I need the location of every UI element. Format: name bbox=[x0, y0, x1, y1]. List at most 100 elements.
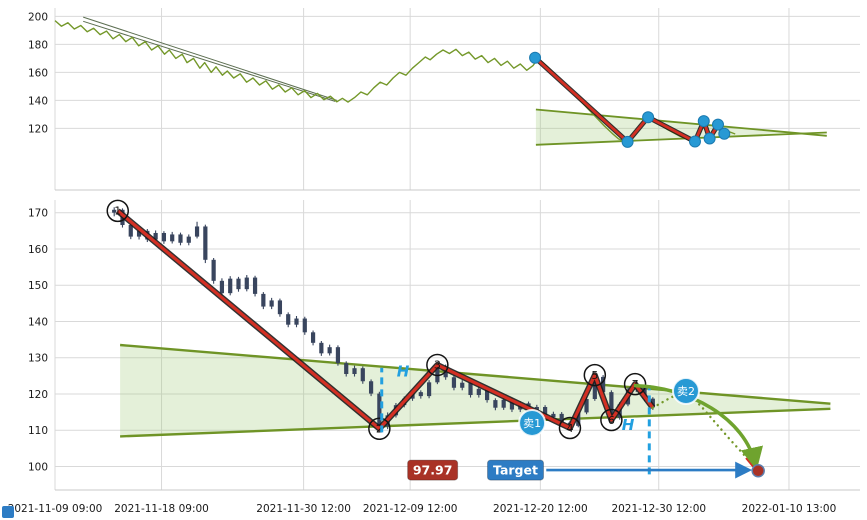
overview-pivot-dot[interactable] bbox=[718, 127, 731, 140]
y-axis-tick-label: 180 bbox=[28, 39, 48, 51]
overview-wedge-upper-trendline[interactable] bbox=[535, 108, 827, 137]
candle-body bbox=[319, 342, 324, 354]
target-label-text: Target bbox=[493, 462, 538, 477]
pivot-circle[interactable] bbox=[558, 416, 582, 440]
pivot-number: 4 bbox=[566, 422, 573, 435]
y-axis-tick-label: 200 bbox=[28, 11, 48, 23]
candle-body bbox=[584, 399, 589, 413]
x-axis-tick-label: 2021-12-20 12:00 bbox=[493, 503, 588, 515]
pivot-circle[interactable] bbox=[368, 417, 391, 440]
sell-signal-text: 卖1 bbox=[523, 417, 541, 430]
candle-body bbox=[269, 300, 274, 307]
pivot-number: 2 bbox=[376, 423, 383, 436]
target-label-box[interactable] bbox=[487, 459, 545, 481]
grid-layer: 2021-11-09 09:00 2021-11-18 09:00 2021-11-… bbox=[8, 8, 860, 515]
candle-body bbox=[244, 277, 249, 290]
candle-body bbox=[286, 314, 291, 325]
candle-body bbox=[501, 399, 506, 408]
candle-body bbox=[418, 392, 423, 397]
target-point-dot[interactable] bbox=[751, 464, 765, 478]
overview-pivot-dot[interactable] bbox=[642, 111, 655, 124]
overview-trend-channel-line[interactable] bbox=[83, 20, 336, 102]
candle-body bbox=[186, 236, 191, 243]
pivot-marker[interactable]: 2 bbox=[368, 417, 391, 440]
pivot-circle[interactable] bbox=[106, 199, 129, 223]
pivot-circle[interactable] bbox=[623, 372, 647, 396]
candle-body bbox=[128, 225, 133, 237]
candle-body bbox=[609, 392, 614, 418]
y-axis-tick-label: 140 bbox=[28, 316, 48, 328]
y-axis-tick-label: 140 bbox=[28, 95, 48, 107]
candle-body bbox=[112, 209, 117, 213]
pivot-number: 5 bbox=[591, 369, 598, 382]
candle-body bbox=[551, 413, 556, 418]
y-axis-tick-label: 150 bbox=[28, 280, 48, 292]
pivot-marker[interactable]: 4 bbox=[558, 416, 582, 440]
sell-signal-circle[interactable] bbox=[671, 377, 700, 406]
candle-body bbox=[170, 234, 175, 242]
target-price-label[interactable]: 97.97 bbox=[407, 459, 459, 481]
candle-body bbox=[344, 363, 349, 374]
candle-body bbox=[194, 226, 200, 237]
pivot-circle[interactable] bbox=[583, 363, 607, 387]
pivot-circle[interactable] bbox=[426, 353, 449, 377]
candle-body bbox=[277, 300, 283, 315]
pivot-marker[interactable]: 1 bbox=[106, 199, 129, 223]
candle-body bbox=[203, 226, 208, 260]
candle-body bbox=[460, 382, 465, 388]
candle-body bbox=[352, 368, 357, 374]
y-axis-tick-label: 130 bbox=[28, 353, 48, 365]
candle-body bbox=[377, 393, 382, 427]
pivot-marker[interactable]: 3 bbox=[426, 353, 449, 377]
pivot-circle[interactable] bbox=[600, 408, 623, 432]
sell-signal-1[interactable]: 卖1 bbox=[518, 408, 547, 437]
candle-body bbox=[484, 388, 490, 401]
y-axis-tick-label: 170 bbox=[28, 208, 48, 220]
overview-pivot-dot[interactable] bbox=[529, 51, 542, 64]
candle-body bbox=[468, 382, 473, 396]
sell-signal-text: 卖2 bbox=[677, 385, 695, 398]
candle-body bbox=[327, 347, 332, 354]
candle-body bbox=[426, 382, 432, 397]
candle-body bbox=[219, 280, 225, 294]
target-price-label-box[interactable] bbox=[407, 459, 459, 481]
candle-body bbox=[178, 234, 183, 243]
overview-trend-channel-line[interactable] bbox=[83, 16, 337, 101]
overview-pivot-dot[interactable] bbox=[703, 132, 716, 145]
overview-pivot-dot[interactable] bbox=[621, 135, 634, 148]
target-price-label-text: 97.97 bbox=[413, 462, 453, 477]
main-wedge-upper-trendline[interactable] bbox=[120, 343, 831, 405]
x-axis-tick-label: 2021-11-18 09:00 bbox=[114, 503, 209, 515]
candle-body bbox=[310, 332, 316, 343]
candle-body bbox=[161, 232, 167, 242]
overview-pivot-dot[interactable] bbox=[688, 135, 701, 148]
main-wedge-fill bbox=[120, 345, 831, 437]
y-axis-tick-label: 160 bbox=[28, 67, 48, 79]
sell-signal-2[interactable]: 卖2 bbox=[671, 377, 700, 406]
target-label[interactable]: Target bbox=[487, 459, 545, 481]
overview-pivot-dot[interactable] bbox=[697, 115, 710, 128]
candle-body bbox=[559, 413, 564, 423]
candle-body bbox=[543, 406, 548, 418]
candle-body bbox=[261, 293, 266, 307]
logo-mark[interactable] bbox=[2, 506, 14, 518]
sell-signal-circle[interactable] bbox=[518, 408, 547, 437]
overview-panel[interactable] bbox=[54, 16, 827, 148]
candle-body bbox=[211, 259, 216, 281]
pivot-marker[interactable]: 6 bbox=[600, 408, 623, 432]
overview-pivot-dot[interactable] bbox=[711, 118, 724, 131]
x-axis-tick-label: 2021-11-30 12:00 bbox=[256, 503, 351, 515]
overview-wedge-lower-trendline[interactable] bbox=[535, 131, 827, 146]
candle-body bbox=[360, 368, 365, 382]
main-zigzag bbox=[116, 209, 655, 431]
pivot-marker[interactable]: 5 bbox=[583, 363, 607, 387]
candle-body bbox=[451, 377, 457, 388]
y-axis-tick-label: 120 bbox=[28, 389, 48, 401]
candle-body bbox=[493, 400, 498, 408]
main-wedge-lower-trendline[interactable] bbox=[120, 407, 831, 438]
pivot-number: 1 bbox=[114, 205, 121, 218]
y-axis-tick-label: 100 bbox=[28, 461, 48, 473]
